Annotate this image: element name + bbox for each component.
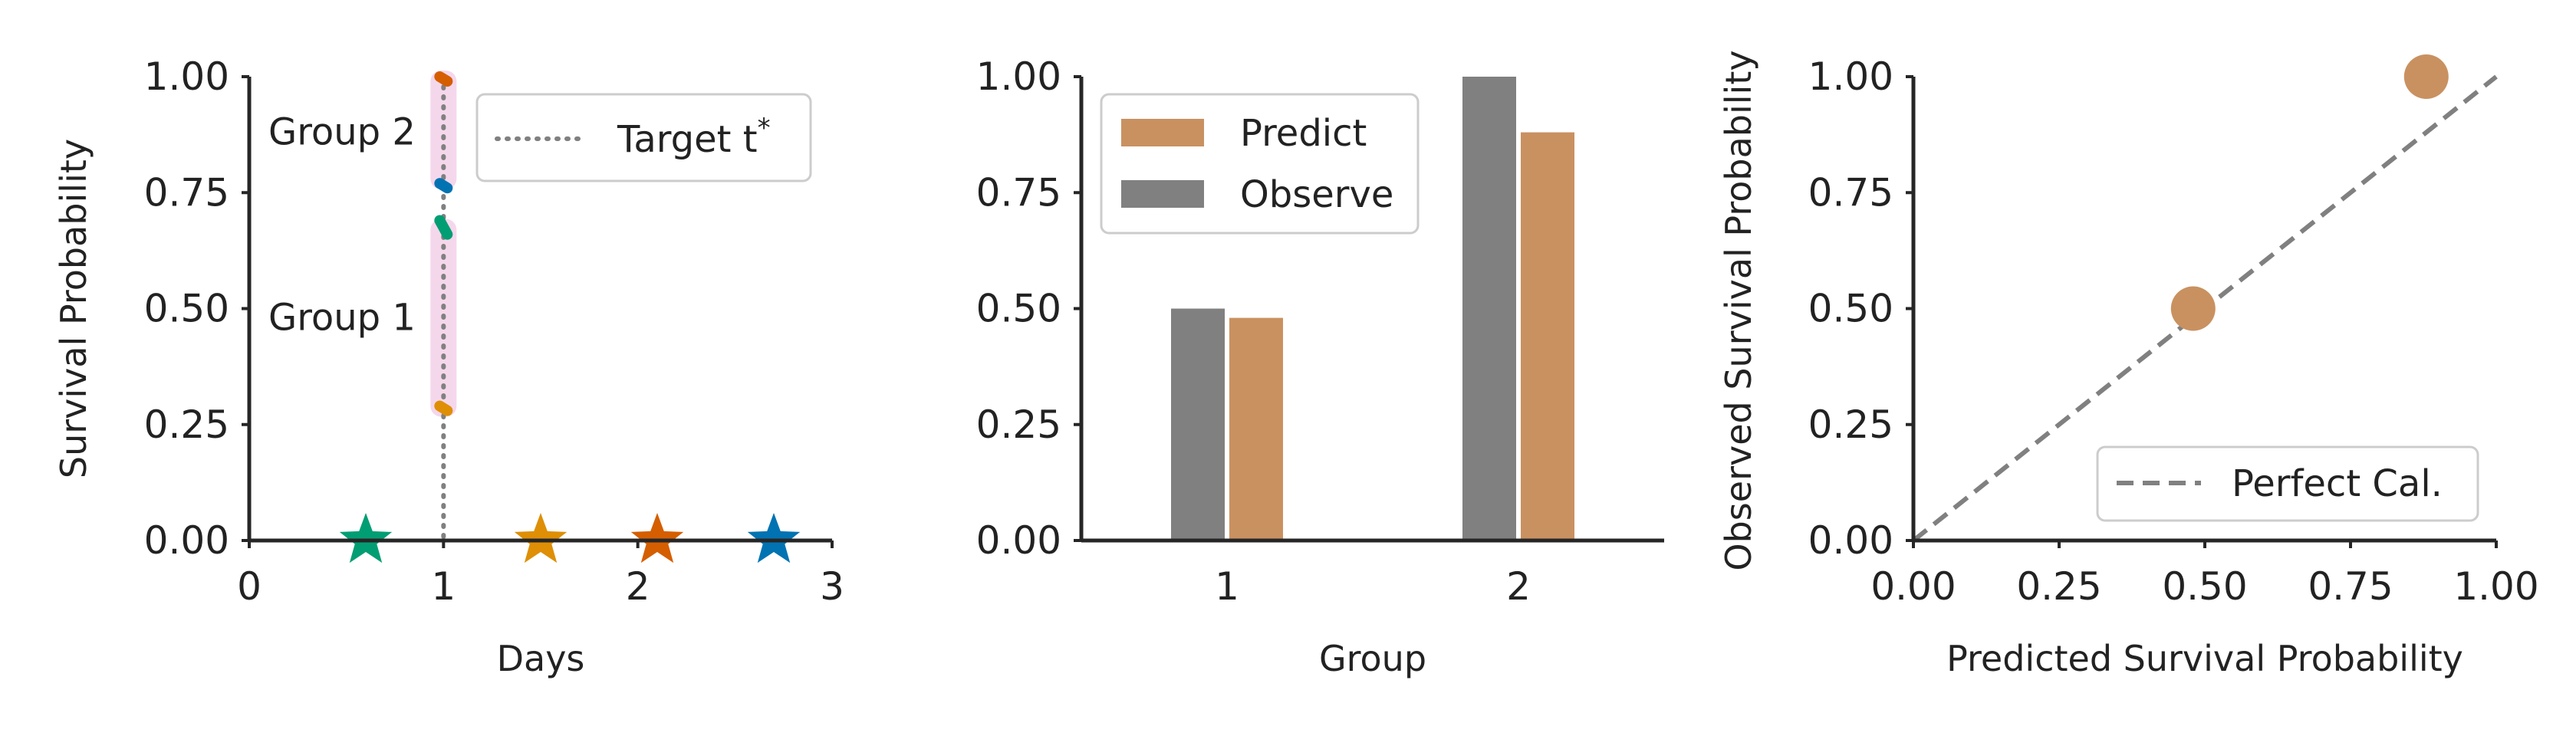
panel2-y-tick-label: 0.25 — [976, 402, 1061, 447]
panel2-y-tick-label: 0.50 — [976, 287, 1061, 331]
bar-predict — [1521, 132, 1574, 541]
panel3-y-tick-label: 0.00 — [1808, 518, 1893, 563]
legend-target-label: Target t* — [617, 113, 771, 161]
survival-curve-segment — [434, 71, 453, 87]
panel1-x-tick-label: 3 — [820, 564, 844, 609]
legend-swatch-predict — [1121, 119, 1204, 146]
panel2-x-tick-label: 2 — [1506, 564, 1531, 609]
panel3-y-tick-label: 0.75 — [1808, 170, 1893, 215]
panel3-y-axis-label: Observed Survival Probability — [1718, 50, 1759, 570]
bar-observe — [1171, 308, 1225, 540]
panel3-y-tick-label: 1.00 — [1808, 54, 1893, 99]
panel1-y-tick-label: 0.50 — [144, 287, 229, 331]
panel2-y-tick-label: 0.75 — [976, 170, 1061, 215]
legend-label-predict: Predict — [1240, 112, 1367, 155]
panel1-y-tick-label: 0.25 — [144, 402, 229, 447]
calibration-point — [2403, 54, 2449, 99]
legend-swatch-observe — [1121, 180, 1204, 208]
event-star-marker — [747, 513, 801, 564]
panel1-x-axis-label: Days — [497, 638, 585, 679]
bar-predict — [1229, 317, 1283, 540]
panel3-y-tick-label: 0.50 — [1808, 287, 1893, 331]
panel3-x-tick-label: 0.50 — [2162, 564, 2247, 609]
panel1-x-tick-label: 1 — [431, 564, 456, 609]
panel1-y-tick-label: 0.00 — [144, 518, 229, 563]
panel3-y-tick-label: 0.25 — [1808, 402, 1893, 447]
survival-curve-segment — [434, 215, 453, 240]
group-bar-panel: 0.00 0.25 0.50 0.75 1.00 1 2 Group Predict Observ… — [976, 54, 1664, 679]
panel2-y-tick-label: 1.00 — [976, 54, 1061, 99]
panel2-x-axis-label: Group — [1319, 638, 1426, 679]
panel1-x-tick-label: 2 — [626, 564, 650, 609]
event-star-marker — [339, 513, 393, 564]
survival-curve-segment — [434, 178, 453, 194]
panel1-x-tick-label: 0 — [237, 564, 262, 609]
panel1-y-axis-label: Survival Probability — [53, 139, 94, 478]
event-star-marker — [514, 513, 568, 564]
panel3-x-tick-label: 0.25 — [2016, 564, 2101, 609]
survival-curve-segment — [434, 400, 453, 416]
legend-perfect-cal-label: Perfect Cal. — [2232, 462, 2443, 505]
panel1-y-tick-label: 0.75 — [144, 170, 229, 215]
calibration-point — [2170, 286, 2216, 331]
legend-label-observe: Observe — [1240, 173, 1393, 216]
calibration-panel: 0.00 0.25 0.50 0.75 1.00 0.00 0.25 0.50 0.75 1.00… — [1718, 50, 2539, 679]
group-label: Group 2 — [268, 111, 416, 154]
panel3-x-tick-label: 0.75 — [2308, 564, 2393, 609]
panel1-legend-box — [475, 93, 812, 182]
panel3-legend-box — [2096, 445, 2479, 522]
group-label: Group 1 — [268, 297, 416, 340]
event-star-marker — [630, 513, 684, 564]
panel3-x-tick-label: 0.00 — [1870, 564, 1956, 609]
panel2-y-tick-label: 0.00 — [976, 518, 1061, 563]
panel1-y-tick-label: 1.00 — [144, 54, 229, 99]
survival-curve-panel: Group 2 Group 1 0.00 0.25 0.50 0.75 1.00 0 1 2 3 Da… — [53, 54, 844, 679]
panel3-x-tick-label: 1.00 — [2453, 564, 2538, 609]
panel3-x-axis-label: Predicted Survival Probability — [1946, 638, 2463, 679]
panel2-x-tick-label: 1 — [1215, 564, 1239, 609]
bar-observe — [1462, 77, 1516, 540]
